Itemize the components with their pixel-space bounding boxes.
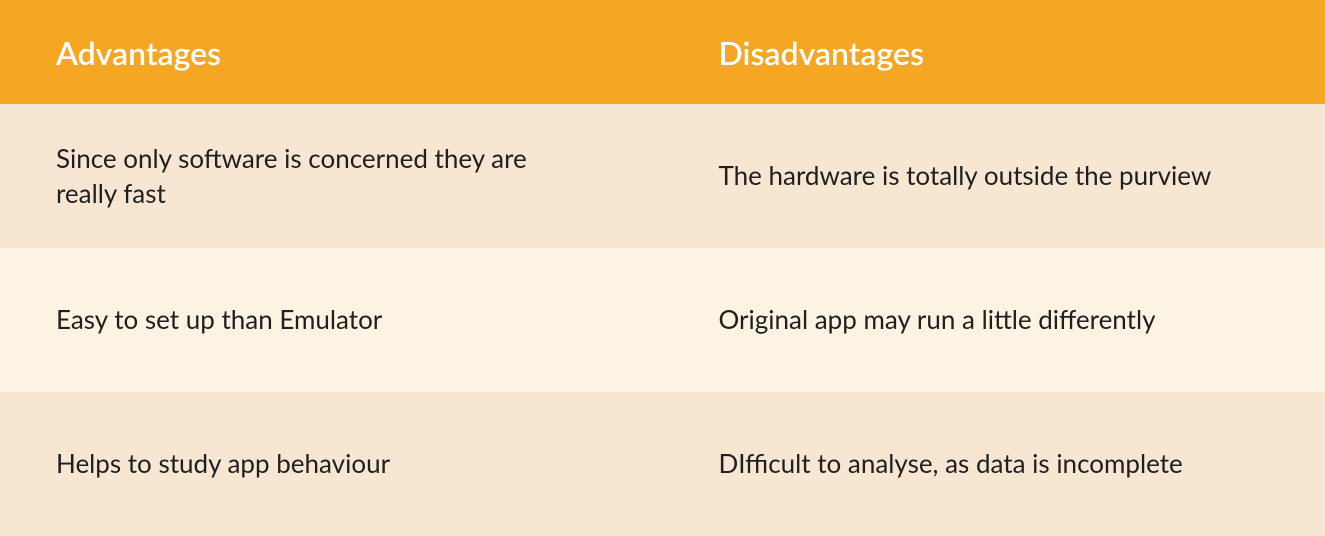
table-row: Easy to set up than Emulator Original ap… bbox=[0, 248, 1325, 392]
cell-text: Original app may run a little differentl… bbox=[719, 302, 1156, 337]
table-cell: Since only software is concerned they ar… bbox=[0, 104, 663, 248]
table-cell: Helps to study app behaviour bbox=[0, 392, 663, 536]
cell-text: The hardware is totally outside the purv… bbox=[719, 158, 1212, 193]
cell-text: Helps to study app behaviour bbox=[56, 446, 390, 481]
cell-text: DIfficult to analyse, as data is incompl… bbox=[719, 446, 1183, 481]
col-header-disadvantages: Disadvantages bbox=[663, 0, 1325, 104]
col-header-text: Advantages bbox=[56, 33, 221, 72]
cell-text: Easy to set up than Emulator bbox=[56, 302, 382, 337]
table-row: Since only software is concerned they ar… bbox=[0, 104, 1325, 248]
table-cell: DIfficult to analyse, as data is incompl… bbox=[663, 392, 1325, 536]
table-row: Helps to study app behaviour DIfficult t… bbox=[0, 392, 1325, 536]
col-header-text: Disadvantages bbox=[719, 33, 924, 72]
comparison-table: Advantages Disadvantages Since only soft… bbox=[0, 0, 1325, 536]
table-cell: The hardware is totally outside the purv… bbox=[663, 104, 1325, 248]
table-header-row: Advantages Disadvantages bbox=[0, 0, 1325, 104]
cell-text: Since only software is concerned they ar… bbox=[56, 141, 576, 211]
col-header-advantages: Advantages bbox=[0, 0, 663, 104]
table-cell: Original app may run a little differentl… bbox=[663, 248, 1325, 392]
table-cell: Easy to set up than Emulator bbox=[0, 248, 663, 392]
